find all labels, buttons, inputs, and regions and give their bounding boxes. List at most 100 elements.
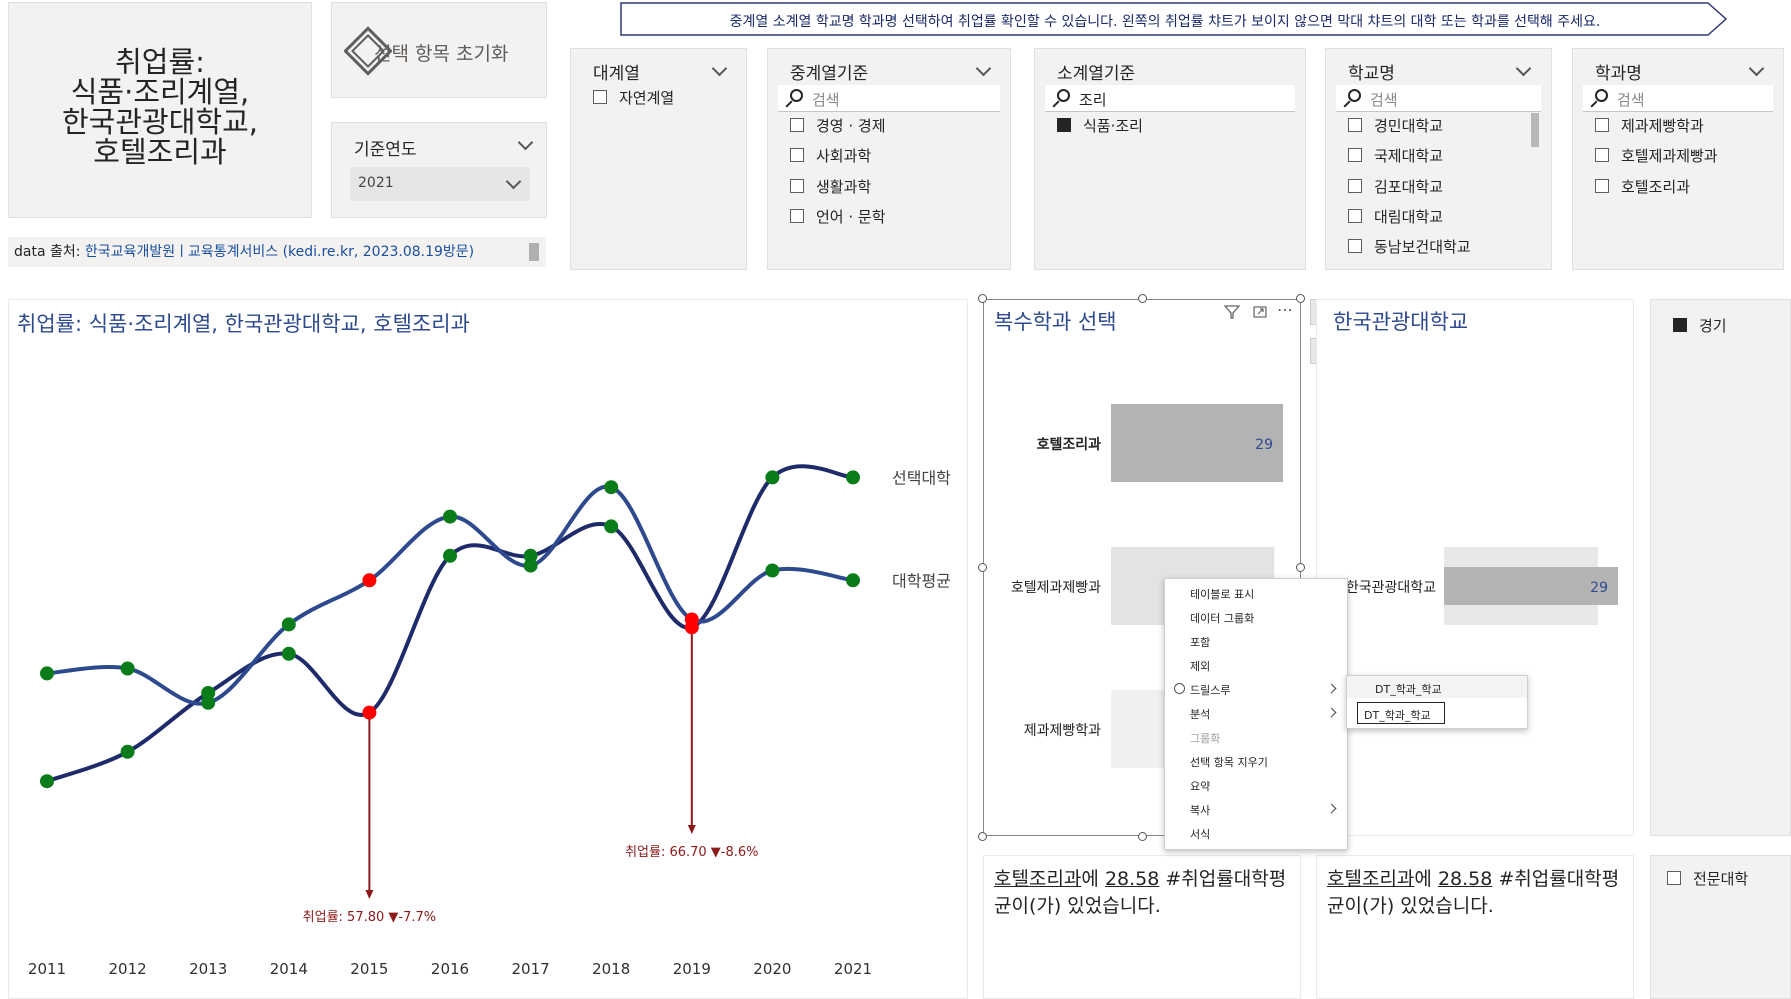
drillthrough-submenu: DT_학과_학교 DT_학과_학교	[1346, 675, 1528, 729]
category-label: 한국관광대학교	[1346, 580, 1436, 596]
list-item[interactable]: 경영 · 경제	[790, 115, 886, 137]
source-link[interactable]: 한국교육개발원ㅣ교육통계서비스 (kedi.re.kr, 2023.08.19방…	[84, 244, 475, 260]
year-filter: 기준연도 2021	[331, 122, 547, 218]
menu-item-format[interactable]: 서식	[1190, 828, 1211, 841]
highlight-point	[362, 573, 377, 588]
menu-item-copy[interactable]: 복사	[1190, 804, 1211, 817]
resize-handle[interactable]	[1138, 832, 1147, 841]
checkbox[interactable]	[1348, 118, 1362, 132]
data-label: 29	[1590, 580, 1608, 596]
search-input[interactable]: 검색	[1336, 85, 1541, 112]
data-point	[201, 695, 216, 710]
chevron-down-icon[interactable]	[975, 60, 992, 77]
chevron-right-icon	[1326, 683, 1337, 694]
checkbox[interactable]	[1348, 179, 1362, 193]
data-point	[523, 548, 538, 563]
menu-item-analyze[interactable]: 분석	[1190, 708, 1211, 721]
x-tick-label: 2015	[350, 960, 388, 978]
info-banner: 중계열 소계열 학교명 학과명 선택하여 취업률 확인할 수 있습니다. 왼쪽의…	[620, 2, 1728, 36]
bar-chart-2-title: 한국관광대학교	[1333, 310, 1469, 334]
checkbox[interactable]	[1667, 871, 1681, 885]
search-icon	[1057, 89, 1070, 102]
resize-handle[interactable]	[978, 832, 987, 841]
chevron-down-icon[interactable]	[1515, 60, 1532, 77]
checkbox[interactable]	[790, 148, 804, 162]
scrollbar[interactable]	[529, 243, 539, 261]
reset-button-label: 선택 항목 초기화	[374, 43, 509, 65]
chevron-down-icon[interactable]	[711, 60, 728, 77]
list-item[interactable]: 전문대학	[1667, 868, 1748, 890]
checkbox[interactable]	[1348, 209, 1362, 223]
year-dropdown[interactable]: 2021	[350, 167, 530, 201]
search-input[interactable]: 검색	[1583, 85, 1773, 112]
menu-item-summarize[interactable]: 요약	[1190, 780, 1211, 793]
checkbox[interactable]	[1595, 118, 1609, 132]
annotation-label: 취업률: 66.70 ▼-8.6%	[625, 845, 758, 860]
annotation-arrow	[365, 890, 374, 899]
menu-item-include[interactable]: 포함	[1190, 636, 1211, 649]
list-item[interactable]: 경민대학교	[1348, 115, 1443, 137]
resize-handle[interactable]	[1296, 294, 1305, 303]
annotation-arrow	[687, 825, 696, 834]
menu-item-table-view[interactable]: 테이블로 표시	[1190, 588, 1255, 601]
slicer-major: 대계열 자연계열	[570, 48, 747, 270]
list-item[interactable]: 대림대학교	[1348, 206, 1443, 228]
slicer-middle: 중계열기준 검색 경영 · 경제 사회과학 생활과학 언어 · 문학	[767, 48, 1011, 270]
submenu-item-focused[interactable]: DT_학과_학교	[1357, 702, 1445, 724]
more-options-icon[interactable]: ⋯	[1277, 300, 1293, 319]
checkbox-checked[interactable]	[1057, 118, 1071, 132]
list-item[interactable]: 호텔제과제빵과	[1595, 145, 1718, 167]
region-legend: 경기	[1650, 299, 1791, 836]
reset-selection-button[interactable]: 선택 항목 초기화	[331, 2, 547, 98]
list-item[interactable]: 자연계열	[593, 87, 674, 109]
submenu-item[interactable]: DT_학과_학교	[1347, 676, 1527, 698]
resize-handle[interactable]	[1296, 563, 1305, 572]
list-item[interactable]: 국제대학교	[1348, 145, 1443, 167]
focus-mode-icon[interactable]	[1252, 304, 1268, 320]
list-item[interactable]: 경기	[1673, 315, 1727, 337]
data-source: data 출처: 한국교육개발원ㅣ교육통계서비스 (kedi.re.kr, 20…	[8, 237, 546, 267]
list-item[interactable]: 사회과학	[790, 145, 871, 167]
checkbox[interactable]	[1595, 179, 1609, 193]
list-item[interactable]: 언어 · 문학	[790, 206, 886, 228]
data-point	[281, 646, 296, 661]
title-line-2: 식품·조리계열,	[70, 75, 250, 109]
menu-item-group-data[interactable]: 데이터 그룹화	[1190, 612, 1255, 625]
list-item[interactable]: 식품·조리	[1057, 115, 1143, 137]
x-tick-label: 2019	[673, 960, 711, 978]
checkbox[interactable]	[790, 118, 804, 132]
list-item[interactable]: 김포대학교	[1348, 176, 1443, 198]
checkbox[interactable]	[790, 179, 804, 193]
year-dropdown-value: 2021	[358, 175, 394, 191]
list-item[interactable]: 동남보건대학교	[1348, 236, 1471, 258]
list-item[interactable]: 호텔조리과	[1595, 176, 1690, 198]
checkbox-checked[interactable]	[1673, 318, 1687, 332]
checkbox[interactable]	[1348, 148, 1362, 162]
data-point	[443, 509, 457, 524]
data-point	[846, 573, 860, 588]
list-item[interactable]: 생활과학	[790, 176, 871, 198]
filter-icon[interactable]	[1224, 304, 1240, 320]
resize-handle[interactable]	[978, 563, 987, 572]
list-item[interactable]: 제과제빵학과	[1595, 115, 1704, 137]
menu-item-drillthrough[interactable]: 드릴스루	[1190, 684, 1231, 697]
chevron-down-icon[interactable]	[1748, 60, 1765, 77]
checkbox[interactable]	[1348, 239, 1362, 253]
resize-handle[interactable]	[978, 294, 987, 303]
checkbox[interactable]	[593, 90, 607, 104]
checkbox[interactable]	[1595, 148, 1609, 162]
chevron-down-icon[interactable]	[517, 134, 534, 151]
title-line-1: 취업률:	[115, 45, 205, 79]
banner-text: 중계열 소계열 학교명 학과명 선택하여 취업률 확인할 수 있습니다. 왼쪽의…	[729, 14, 1601, 30]
menu-item-exclude[interactable]: 제외	[1190, 660, 1211, 673]
slicer-minor-title: 소계열기준	[1057, 64, 1136, 84]
scrollbar[interactable]	[1531, 113, 1539, 147]
chevron-right-icon	[1326, 803, 1337, 814]
school-type-filter: 전문대학	[1650, 855, 1791, 999]
search-input[interactable]: 조리	[1045, 85, 1295, 112]
search-input[interactable]: 검색	[778, 85, 1000, 112]
resize-handle[interactable]	[1138, 294, 1147, 303]
menu-item-clear-selection[interactable]: 선택 항목 지우기	[1190, 756, 1268, 769]
title-line-4: 호텔조리과	[93, 135, 227, 169]
checkbox[interactable]	[790, 209, 804, 223]
